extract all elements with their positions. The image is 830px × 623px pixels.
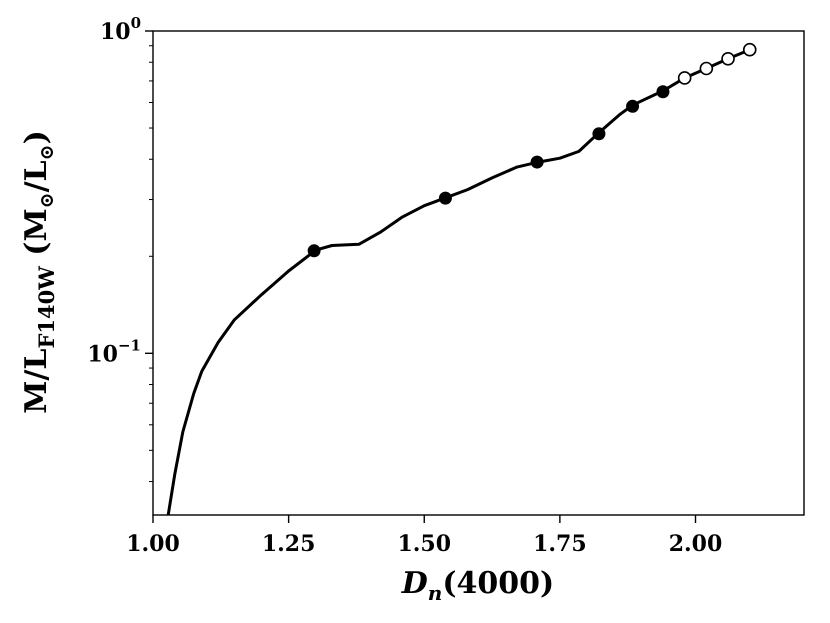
x-tick-label: 1.00 (126, 531, 180, 557)
filled-data-point (592, 127, 606, 141)
plot-area (166, 42, 757, 515)
open-data-point (699, 61, 714, 76)
filled-data-point (438, 191, 452, 205)
open-data-point (721, 51, 735, 66)
axis-ticks: 1.00 1.25 1.50 1.75 2.00 10−1 100 (87, 14, 722, 557)
open-data-point (677, 71, 692, 85)
plot-frame (152, 30, 805, 516)
x-tick-label: 1.50 (397, 531, 451, 557)
filled-data-point (626, 99, 640, 113)
open-data-point (742, 42, 757, 57)
x-axis-label: Dn(4000) (401, 566, 554, 605)
filled-data-point (530, 155, 544, 169)
filled-data-point (307, 244, 321, 258)
y-tick-label: 10−1 (87, 336, 141, 367)
y-axis-label: M/LF140W (M⊙/L⊙) (19, 130, 59, 414)
series-line (166, 48, 751, 515)
filled-data-point (656, 85, 670, 99)
x-tick-label: 2.00 (669, 531, 723, 557)
x-tick-label: 1.75 (533, 531, 587, 557)
x-tick-label: 1.25 (262, 531, 316, 557)
y-tick-label: 100 (100, 14, 141, 45)
